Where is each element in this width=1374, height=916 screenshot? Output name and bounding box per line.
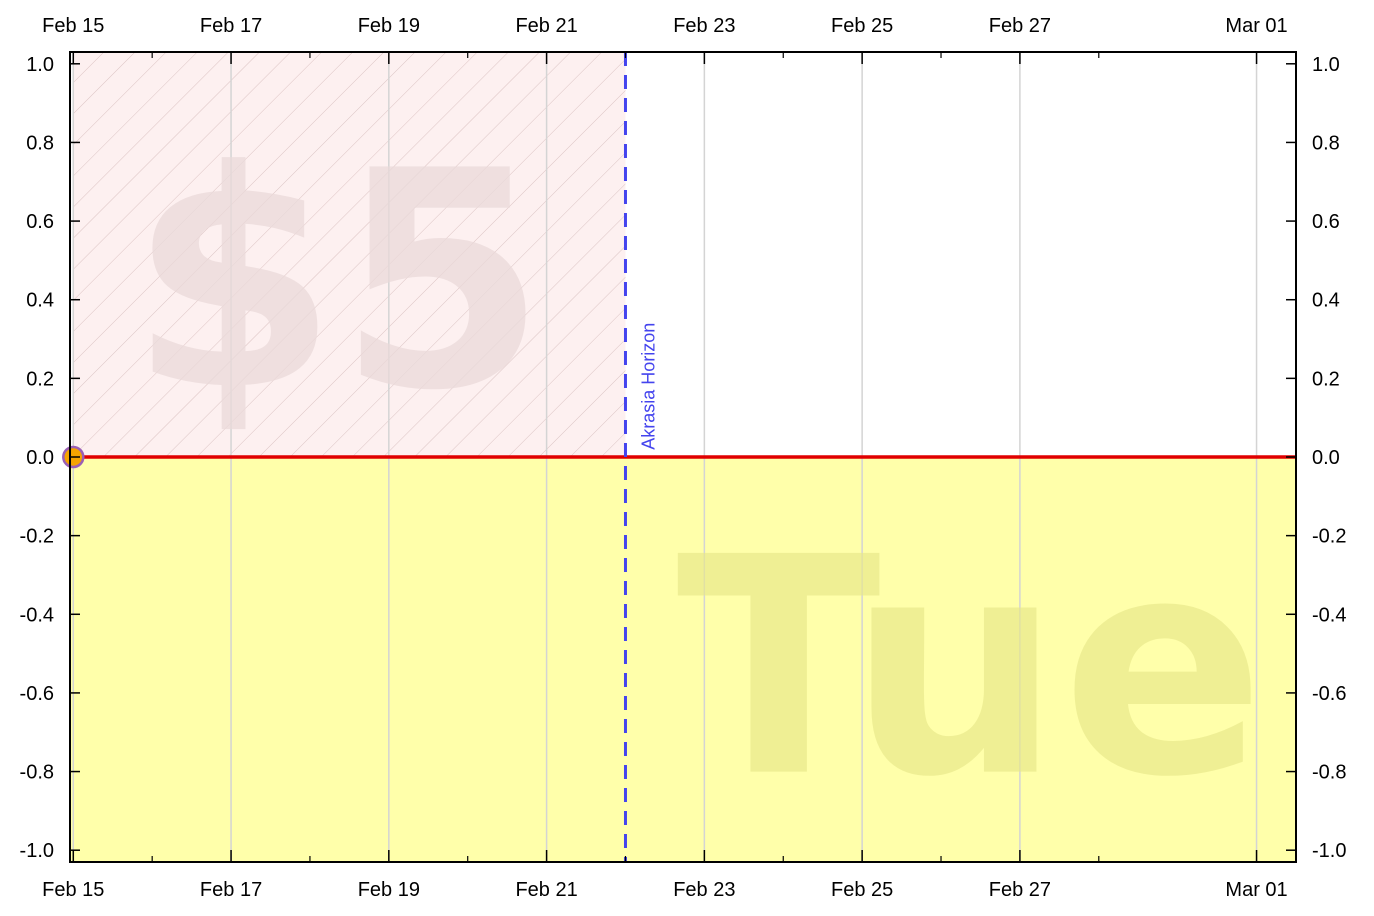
y-tick-label-left: -0.6	[20, 683, 54, 705]
x-tick-label-top: Feb 17	[200, 15, 262, 37]
x-tick-label-top: Feb 25	[831, 15, 893, 37]
x-tick-label-top: Feb 23	[673, 15, 735, 37]
y-tick-label-right: 0.6	[1312, 211, 1340, 233]
y-tick-label-right: -0.8	[1312, 762, 1346, 784]
x-tick-label-top: Feb 19	[358, 15, 420, 37]
deadline-watermark: Tue	[676, 494, 1265, 843]
y-tick-label-left: 0.6	[26, 211, 54, 233]
y-tick-label-right: -0.2	[1312, 526, 1346, 548]
x-tick-label-bottom: Mar 01	[1225, 879, 1287, 901]
y-tick-label-right: 0.2	[1312, 368, 1340, 390]
y-tick-label-right: 0.0	[1312, 447, 1340, 469]
y-tick-label-left: 0.4	[26, 290, 54, 312]
x-tick-label-bottom: Feb 27	[989, 879, 1051, 901]
y-tick-label-left: 0.2	[26, 368, 54, 390]
y-tick-label-left: 0.0	[26, 447, 54, 469]
x-tick-label-top: Feb 27	[989, 15, 1051, 37]
y-tick-label-left: -0.4	[20, 604, 54, 626]
x-tick-label-bottom: Feb 17	[200, 879, 262, 901]
x-tick-label-top: Mar 01	[1225, 15, 1287, 37]
x-tick-label-top: Feb 15	[42, 15, 104, 37]
hatched-region	[73, 52, 626, 457]
y-tick-label-left: -0.2	[20, 526, 54, 548]
x-tick-label-bottom: Feb 19	[358, 879, 420, 901]
x-tick-label-top: Feb 21	[515, 15, 577, 37]
y-tick-label-right: 1.0	[1312, 54, 1340, 76]
pledge-watermark: $5	[129, 107, 546, 456]
y-tick-label-left: -0.8	[20, 762, 54, 784]
y-tick-label-right: -1.0	[1312, 840, 1346, 862]
x-tick-label-bottom: Feb 25	[831, 879, 893, 901]
y-tick-label-right: 0.4	[1312, 290, 1340, 312]
y-tick-label-left: 1.0	[26, 54, 54, 76]
y-tick-label-right: -0.6	[1312, 683, 1346, 705]
y-tick-label-left: -1.0	[20, 840, 54, 862]
x-tick-label-bottom: Feb 23	[673, 879, 735, 901]
good-side-region	[70, 457, 1296, 862]
akrasia-horizon-label: Akrasia Horizon	[638, 323, 658, 450]
x-tick-label-bottom: Feb 15	[42, 879, 104, 901]
y-tick-label-left: 0.8	[26, 132, 54, 154]
y-tick-label-right: 0.8	[1312, 132, 1340, 154]
x-tick-label-bottom: Feb 21	[515, 879, 577, 901]
y-tick-label-right: -0.4	[1312, 604, 1346, 626]
